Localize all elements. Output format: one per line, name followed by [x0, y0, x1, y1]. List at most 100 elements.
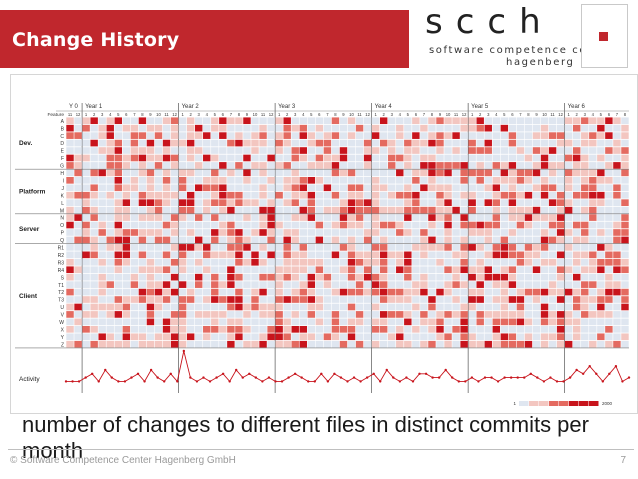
- heatmap-cell: [211, 177, 219, 184]
- heatmap-cell: [82, 251, 90, 259]
- heatmap-cell: [291, 296, 299, 303]
- heatmap-cell: [532, 303, 541, 311]
- heatmap-cell: [396, 318, 404, 326]
- heatmap-cell: [130, 124, 139, 132]
- heatmap-cell: [500, 221, 509, 229]
- heatmap-cell: [363, 296, 372, 303]
- heatmap-cell: [203, 169, 211, 177]
- heatmap-cell: [460, 214, 468, 221]
- heatmap-cell: [251, 132, 259, 139]
- heatmap-cell: [363, 281, 372, 288]
- heatmap-cell: [524, 236, 533, 244]
- heatmap-cell: [138, 206, 147, 214]
- heatmap-cell: [98, 184, 106, 192]
- heatmap-cell: [227, 184, 235, 192]
- activity-point: [621, 380, 624, 383]
- heatmap-cell: [235, 251, 243, 259]
- heatmap-cell: [476, 206, 484, 214]
- heatmap-cell: [194, 296, 203, 303]
- heatmap-cell: [122, 340, 131, 348]
- heatmap-cell: [203, 199, 211, 206]
- heatmap-cell: [508, 154, 517, 162]
- heatmap-cell: [162, 162, 171, 169]
- heatmap-cell: [162, 206, 171, 214]
- heatmap-cell: [114, 244, 122, 251]
- heatmap-cell: [476, 117, 484, 125]
- heatmap-cell: [267, 214, 275, 221]
- heatmap-cell: [621, 288, 629, 296]
- heatmap-cell: [227, 139, 235, 147]
- heatmap-cell: [468, 221, 476, 229]
- heatmap-cell: [203, 154, 211, 162]
- heatmap-cell: [492, 191, 501, 199]
- heatmap-cell: [259, 244, 267, 251]
- heatmap-cell: [178, 281, 187, 288]
- heatmap-cell: [516, 318, 525, 326]
- heatmap-cell: [589, 206, 597, 214]
- heatmap-cell: [484, 340, 492, 348]
- heatmap-cell: [275, 132, 283, 139]
- logo-square-frame: [581, 4, 628, 68]
- heatmap-cell: [162, 251, 171, 259]
- heatmap-cell: [412, 154, 420, 162]
- activity-point: [365, 376, 369, 379]
- heatmap-cell: [74, 154, 82, 162]
- heatmap-cell: [186, 132, 195, 139]
- heatmap-cell: [299, 206, 307, 214]
- heatmap-cell: [315, 147, 324, 154]
- heatmap-cell: [412, 221, 420, 229]
- heatmap-cell: [412, 199, 420, 206]
- heatmap-cell: [275, 266, 283, 274]
- heatmap-cell: [66, 303, 74, 311]
- heatmap-cell: [500, 273, 509, 281]
- heatmap-cell: [82, 303, 90, 311]
- heatmap-cell: [444, 318, 452, 326]
- heatmap-cell: [275, 221, 283, 229]
- heatmap-cell: [203, 281, 211, 288]
- heatmap-cell: [275, 229, 283, 236]
- heatmap-cell: [404, 117, 412, 125]
- heatmap-cell: [428, 199, 436, 206]
- row-label: W: [59, 320, 64, 326]
- heatmap-cell: [259, 191, 267, 199]
- heatmap-cell: [573, 169, 581, 177]
- heatmap-cell: [130, 147, 139, 154]
- heatmap-cell: [194, 206, 203, 214]
- heatmap-cell: [621, 154, 629, 162]
- heatmap-cell: [138, 214, 147, 221]
- heatmap-cell: [66, 154, 74, 162]
- heatmap-cell: [444, 214, 452, 221]
- heatmap-cell: [307, 139, 316, 147]
- heatmap-cell: [460, 333, 468, 341]
- heatmap-cell: [243, 177, 251, 184]
- heatmap-cell: [500, 266, 509, 274]
- heatmap-cell: [573, 311, 581, 318]
- heatmap-cell: [154, 132, 163, 139]
- activity-point: [195, 380, 199, 383]
- heatmap-cell: [283, 132, 291, 139]
- heatmap-cell: [194, 147, 203, 154]
- heatmap-cell: [347, 326, 356, 333]
- month-header-label: 3: [391, 112, 394, 117]
- heatmap-cell: [74, 340, 82, 348]
- heatmap-cell: [82, 288, 90, 296]
- heatmap-cell: [581, 273, 589, 281]
- heatmap-cell: [154, 162, 163, 169]
- heatmap-cell: [307, 281, 316, 288]
- heatmap-cell: [548, 154, 557, 162]
- heatmap-cell: [597, 236, 605, 244]
- heatmap-cell: [194, 281, 203, 288]
- heatmap-cell: [323, 333, 332, 341]
- heatmap-cell: [388, 191, 396, 199]
- heatmap-cell: [186, 162, 195, 169]
- heatmap-cell: [194, 221, 203, 229]
- heatmap-cell: [484, 221, 492, 229]
- heatmap-cell: [556, 214, 565, 221]
- heatmap-cell: [613, 340, 621, 348]
- heatmap-cell: [476, 326, 484, 333]
- heatmap-cell: [597, 251, 605, 259]
- heatmap-cell: [106, 311, 114, 318]
- heatmap-cell: [138, 258, 147, 266]
- month-header-label: 5: [117, 112, 120, 117]
- heatmap-cell: [581, 251, 589, 259]
